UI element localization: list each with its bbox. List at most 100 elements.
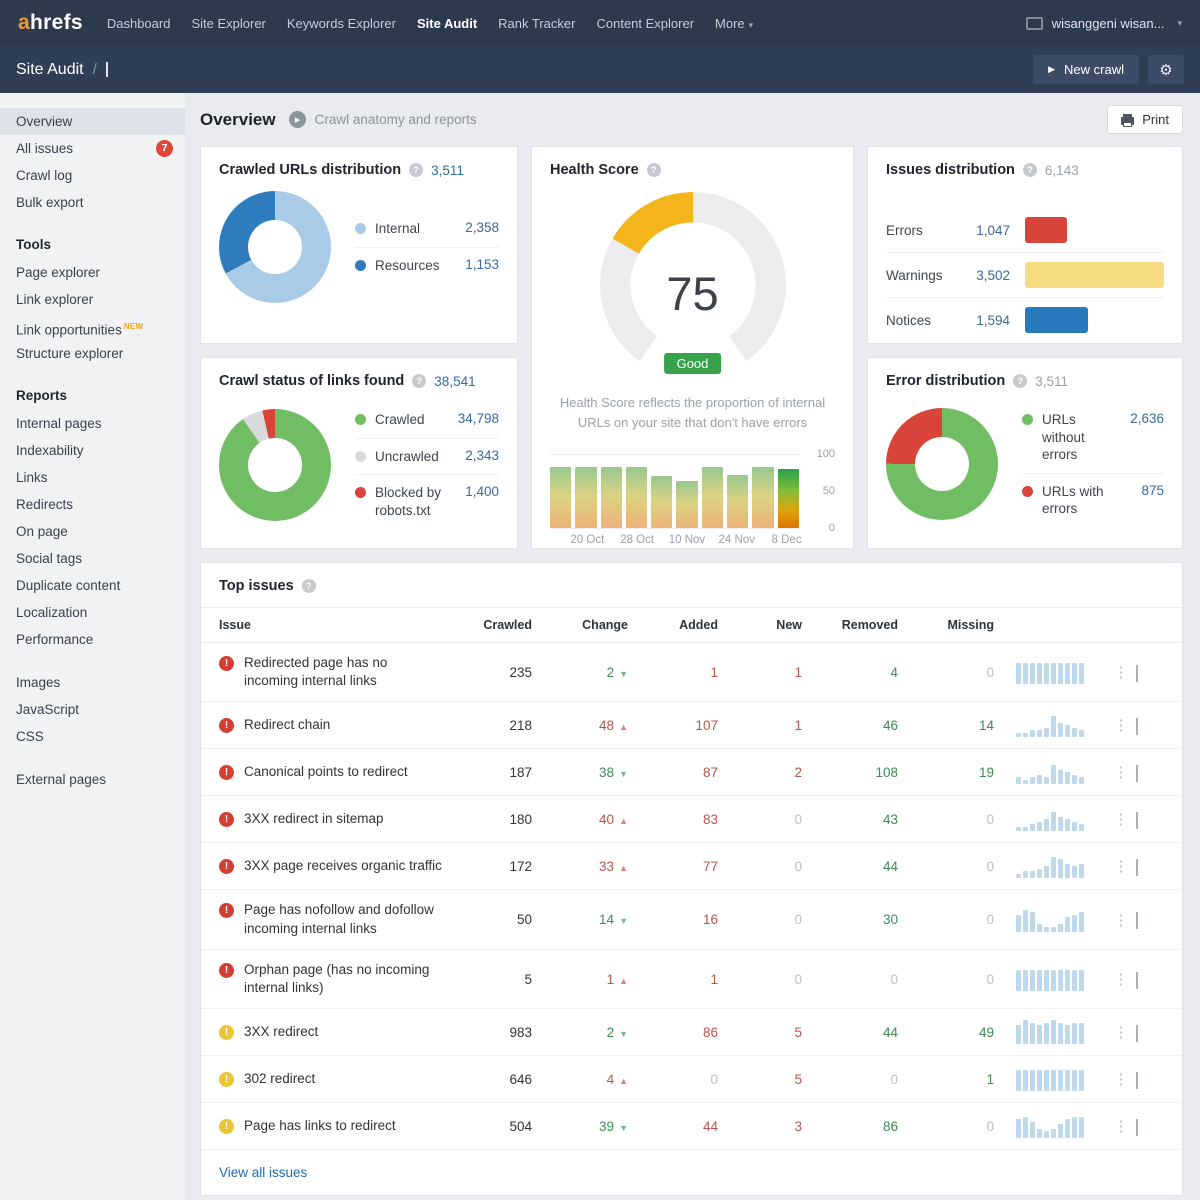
issue-level-count[interactable]: 1,047 (976, 222, 1010, 238)
legend-item-resources[interactable]: Resources 1,153 (355, 246, 499, 284)
removed-count[interactable]: 0 (890, 1071, 898, 1087)
new-count[interactable]: 5 (794, 1071, 802, 1087)
row-menu-kebab-icon[interactable]: ⋮ (1113, 971, 1129, 989)
sidebar-item-external-pages[interactable]: External pages (0, 766, 185, 793)
sidebar-item-social-tags[interactable]: Social tags (0, 545, 185, 572)
new-count[interactable]: 0 (794, 971, 802, 987)
missing-count[interactable]: 19 (978, 764, 994, 780)
video-play-icon[interactable]: ▶ (288, 111, 306, 128)
row-expand-chevron[interactable] (1136, 858, 1164, 876)
new-count[interactable]: 1 (794, 717, 802, 733)
issue-name-link[interactable]: ! 3XX page receives organic traffic (219, 857, 460, 875)
trend-sparkline[interactable] (994, 807, 1106, 832)
change-value[interactable]: 2 ▼ (532, 1025, 628, 1040)
info-icon[interactable]: ? (412, 374, 427, 388)
issue-name-link[interactable]: ! Canonical points to redirect (219, 763, 460, 781)
sidebar-item-overview[interactable]: Overview (0, 108, 185, 135)
issue-name-link[interactable]: ! Page has nofollow and dofollow incoming… (219, 901, 460, 937)
change-value[interactable]: 38 ▼ (532, 765, 628, 780)
legend-item-crawled[interactable]: Crawled 34,798 (355, 402, 499, 438)
info-icon[interactable]: ? (1022, 163, 1037, 177)
added-count[interactable]: 87 (702, 764, 718, 780)
nav-item-keywords-explorer[interactable]: Keywords Explorer (287, 16, 396, 31)
nav-item-rank-tracker[interactable]: Rank Tracker (498, 16, 575, 31)
removed-count[interactable]: 0 (890, 971, 898, 987)
sidebar-item-css[interactable]: CSS (0, 723, 185, 750)
sidebar-item-duplicate-content[interactable]: Duplicate content (0, 572, 185, 599)
trend-sparkline[interactable] (994, 967, 1106, 992)
crawled-count[interactable]: 187 (509, 764, 532, 780)
added-count[interactable]: 86 (702, 1024, 718, 1040)
issue-name-link[interactable]: ! Redirect chain (219, 716, 460, 734)
crawled-count[interactable]: 180 (509, 811, 532, 827)
added-count[interactable]: 1 (710, 664, 718, 680)
change-value[interactable]: 40 ▲ (532, 812, 628, 827)
new-count[interactable]: 5 (794, 1024, 802, 1040)
removed-count[interactable]: 4 (890, 664, 898, 680)
issue-name-link[interactable]: ! 3XX redirect in sitemap (219, 810, 460, 828)
change-value[interactable]: 14 ▼ (532, 912, 628, 927)
new-count[interactable]: 0 (794, 858, 802, 874)
trend-sparkline[interactable] (994, 1114, 1106, 1139)
removed-count[interactable]: 44 (882, 858, 898, 874)
crawled-count[interactable]: 646 (509, 1071, 532, 1087)
added-count[interactable]: 107 (695, 717, 718, 733)
missing-count[interactable]: 0 (986, 858, 994, 874)
user-menu[interactable]: wisanggeni wisan... ▾ (1025, 16, 1182, 31)
change-value[interactable]: 33 ▲ (532, 859, 628, 874)
missing-count[interactable]: 0 (986, 912, 994, 928)
new-count[interactable]: 2 (794, 764, 802, 780)
column-header-removed[interactable]: Removed (841, 618, 898, 632)
crawled-count[interactable]: 50 (516, 912, 532, 928)
legend-item-uncrawled[interactable]: Uncrawled 2,343 (355, 437, 499, 475)
removed-count[interactable]: 43 (882, 811, 898, 827)
sidebar-item-indexability[interactable]: Indexability (0, 437, 185, 464)
row-menu-kebab-icon[interactable]: ⋮ (1113, 858, 1129, 876)
added-count[interactable]: 44 (702, 1118, 718, 1134)
row-expand-chevron[interactable] (1136, 1024, 1164, 1042)
legend-item-urls-with-errors[interactable]: URLs with errors 875 (1022, 472, 1164, 527)
trend-sparkline[interactable] (994, 713, 1106, 738)
added-count[interactable]: 16 (702, 912, 718, 928)
trend-sparkline[interactable] (994, 1020, 1106, 1045)
legend-item-urls-without-errors[interactable]: URLs without errors 2,636 (1022, 402, 1164, 473)
column-header-crawled[interactable]: Crawled (483, 618, 532, 632)
sidebar-item-all-issues[interactable]: All issues 7 (0, 135, 185, 162)
trend-sparkline[interactable] (994, 854, 1106, 879)
info-icon[interactable]: ? (646, 163, 661, 177)
issue-name-link[interactable]: ! 302 redirect (219, 1070, 460, 1088)
missing-count[interactable]: 0 (986, 1118, 994, 1134)
print-button[interactable]: Print (1107, 105, 1183, 134)
missing-count[interactable]: 0 (986, 664, 994, 680)
view-all-issues-link[interactable]: View all issues (219, 1165, 308, 1181)
added-count[interactable]: 0 (710, 1071, 718, 1087)
nav-item-site-audit[interactable]: Site Audit (417, 16, 477, 31)
row-menu-kebab-icon[interactable]: ⋮ (1113, 764, 1129, 782)
sidebar-item-internal-pages[interactable]: Internal pages (0, 410, 185, 437)
sidebar-item-crawl-log[interactable]: Crawl log (0, 162, 185, 189)
change-value[interactable]: 2 ▼ (532, 665, 628, 680)
sidebar-item-structure-explorer[interactable]: Structure explorer (0, 340, 185, 367)
new-count[interactable]: 0 (794, 811, 802, 827)
new-crawl-button[interactable]: ▶ New crawl (1033, 55, 1139, 84)
missing-count[interactable]: 14 (978, 717, 994, 733)
added-count[interactable]: 83 (702, 811, 718, 827)
row-expand-chevron[interactable] (1136, 1071, 1164, 1089)
column-header-added[interactable]: Added (679, 618, 718, 632)
missing-count[interactable]: 0 (986, 811, 994, 827)
row-menu-kebab-icon[interactable]: ⋮ (1113, 911, 1129, 929)
sidebar-item-link-explorer[interactable]: Link explorer (0, 286, 185, 313)
row-menu-kebab-icon[interactable]: ⋮ (1113, 1118, 1129, 1136)
sidebar-item-performance[interactable]: Performance (0, 626, 185, 653)
legend-item-blocked-by-robots-txt[interactable]: Blocked by robots.txt 1,400 (355, 474, 499, 528)
column-header-issue[interactable]: Issue (219, 618, 251, 632)
breadcrumb[interactable]: Site Audit (16, 60, 84, 78)
row-menu-kebab-icon[interactable]: ⋮ (1113, 717, 1129, 735)
crawled-count[interactable]: 5 (524, 971, 532, 987)
nav-item-content-explorer[interactable]: Content Explorer (596, 16, 694, 31)
info-icon[interactable]: ? (1013, 374, 1028, 388)
change-value[interactable]: 48 ▲ (532, 718, 628, 733)
row-expand-chevron[interactable] (1136, 971, 1164, 989)
trend-sparkline[interactable] (994, 760, 1106, 785)
missing-count[interactable]: 0 (986, 971, 994, 987)
